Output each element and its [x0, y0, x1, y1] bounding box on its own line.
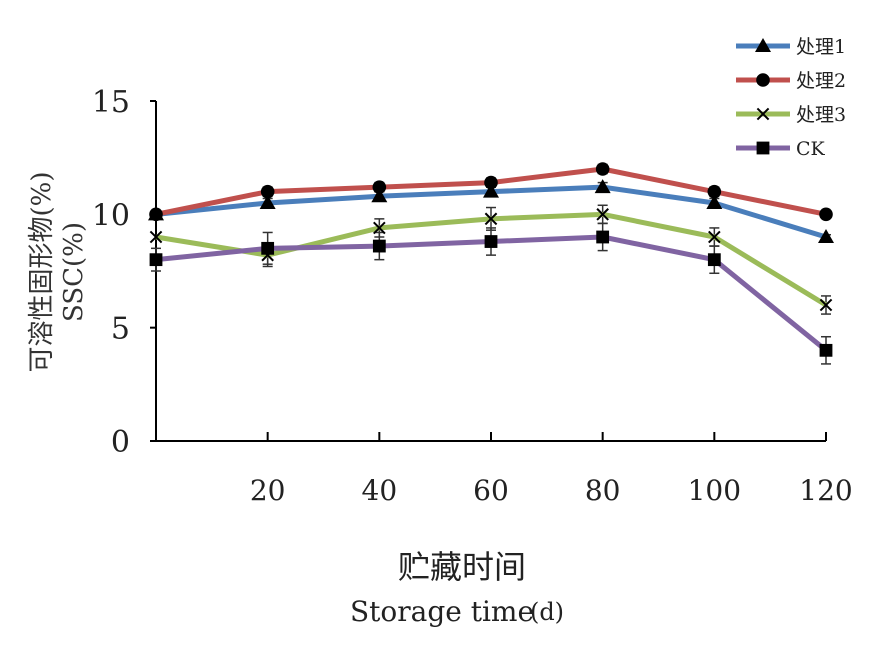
legend-marker [755, 38, 771, 52]
legend-marker [756, 107, 770, 121]
series-3-point [484, 212, 498, 226]
x-tick-label: 60 [473, 474, 509, 507]
series-4-point [596, 230, 610, 244]
x-axis-label-english: Storage time [350, 595, 534, 628]
series-1-point [483, 183, 499, 198]
legend-label: CK [796, 138, 826, 160]
series-1-point [259, 195, 276, 209]
series-2-point [372, 180, 387, 194]
series-2-point [595, 162, 610, 176]
series-2-point [819, 207, 833, 222]
series-2-point [707, 184, 722, 199]
x-tick-label: 120 [799, 474, 852, 507]
series-1-point [818, 229, 834, 243]
x-tick-label: 80 [585, 474, 621, 507]
legend-label: 处理2 [796, 70, 846, 92]
legend-item: 处理3 [736, 104, 846, 126]
y-axis-label-ssc: SSC(%) [59, 222, 89, 322]
x-tick-label: 40 [362, 474, 398, 507]
y-tick-label: 0 [111, 425, 130, 460]
series-4-point [707, 253, 721, 267]
series-4-point [484, 235, 498, 248]
x-axis-label-chinese: 贮藏时间 [398, 548, 526, 586]
series-1-point [706, 195, 723, 209]
series-markers [148, 162, 834, 357]
x-marker-stroke [149, 230, 163, 244]
x-axis-label-unit: (d) [530, 598, 564, 626]
series-3-point [373, 221, 386, 235]
series-3-point [819, 298, 833, 312]
legend-marker [756, 141, 770, 155]
x-tick-label: 100 [688, 474, 741, 507]
legend-label: 处理3 [796, 104, 846, 126]
x-marker-stroke [484, 212, 498, 226]
x-marker-stroke [756, 107, 770, 121]
series-3-point [596, 208, 609, 221]
series-4-point [372, 239, 386, 253]
series-4-point [819, 343, 833, 357]
x-tick-label: 20 [250, 474, 286, 507]
series-3-point [149, 230, 163, 244]
x-marker-stroke [819, 298, 833, 312]
legend-label: 处理1 [796, 36, 846, 58]
tick-labels: 0 5 10 15 20 40 60 80 100 120 [92, 85, 853, 507]
series-1-point [371, 188, 388, 203]
series-2-point [149, 207, 163, 222]
series-3-point [708, 230, 721, 244]
x-marker-stroke [596, 208, 609, 221]
y-tick-label: 10 [92, 198, 130, 233]
series-2-point [484, 175, 498, 190]
y-tick-label: 15 [92, 85, 130, 120]
legend-item: 处理1 [736, 36, 846, 58]
legend-item: 处理2 [736, 70, 846, 92]
series-4-point [149, 253, 163, 267]
y-axis-label-chinese: 可溶性固形物(%) [27, 172, 57, 373]
x-marker-stroke [708, 230, 721, 244]
series-4-point [261, 241, 275, 255]
x-marker-stroke [373, 221, 386, 235]
y-tick-label: 5 [111, 312, 130, 347]
legend-item: CK [736, 138, 826, 160]
series-2-point [260, 184, 275, 199]
legend-marker [756, 73, 770, 87]
legend: 处理1 处理2 处理3 CK [736, 36, 846, 160]
series-1-point [594, 179, 611, 194]
